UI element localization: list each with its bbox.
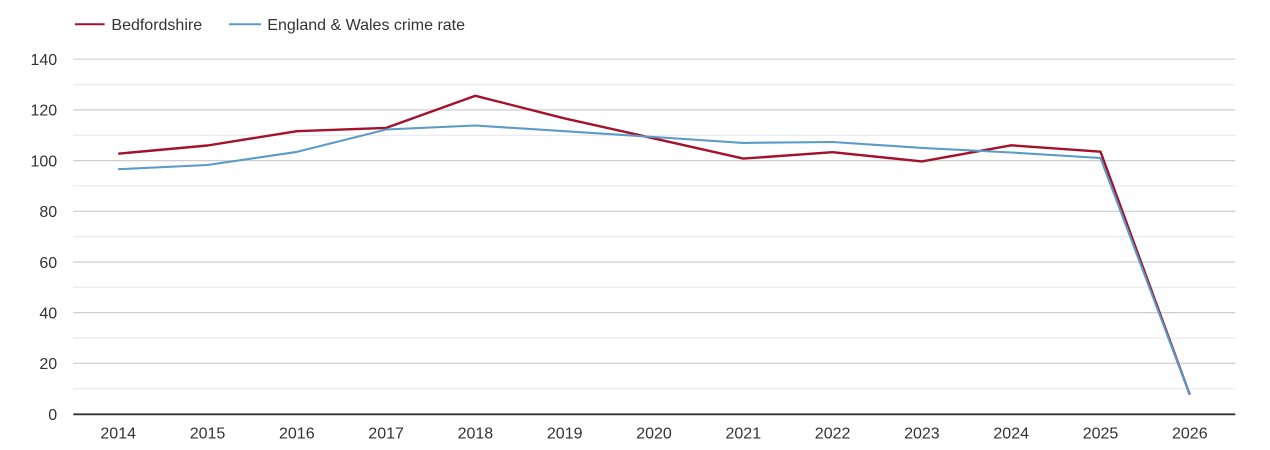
- svg-text:2017: 2017: [368, 426, 404, 443]
- svg-text:20: 20: [39, 356, 57, 373]
- svg-text:2015: 2015: [190, 426, 226, 443]
- svg-text:2023: 2023: [904, 426, 940, 443]
- svg-text:England & Wales crime rate: England & Wales crime rate: [267, 17, 465, 34]
- svg-text:40: 40: [39, 305, 57, 322]
- svg-text:2018: 2018: [458, 426, 494, 443]
- svg-text:100: 100: [30, 153, 57, 170]
- svg-text:2021: 2021: [726, 426, 762, 443]
- svg-text:60: 60: [39, 255, 57, 272]
- svg-text:2016: 2016: [279, 426, 315, 443]
- svg-text:2014: 2014: [100, 426, 136, 443]
- svg-text:120: 120: [30, 103, 57, 120]
- svg-text:2019: 2019: [547, 426, 583, 443]
- svg-text:0: 0: [48, 407, 57, 424]
- svg-text:2025: 2025: [1083, 426, 1119, 443]
- svg-text:Bedfordshire: Bedfordshire: [111, 17, 202, 34]
- svg-text:80: 80: [39, 204, 57, 221]
- svg-text:2024: 2024: [993, 426, 1029, 443]
- svg-text:2026: 2026: [1172, 426, 1208, 443]
- svg-text:2020: 2020: [636, 426, 672, 443]
- svg-text:2022: 2022: [815, 426, 851, 443]
- svg-text:140: 140: [30, 52, 57, 69]
